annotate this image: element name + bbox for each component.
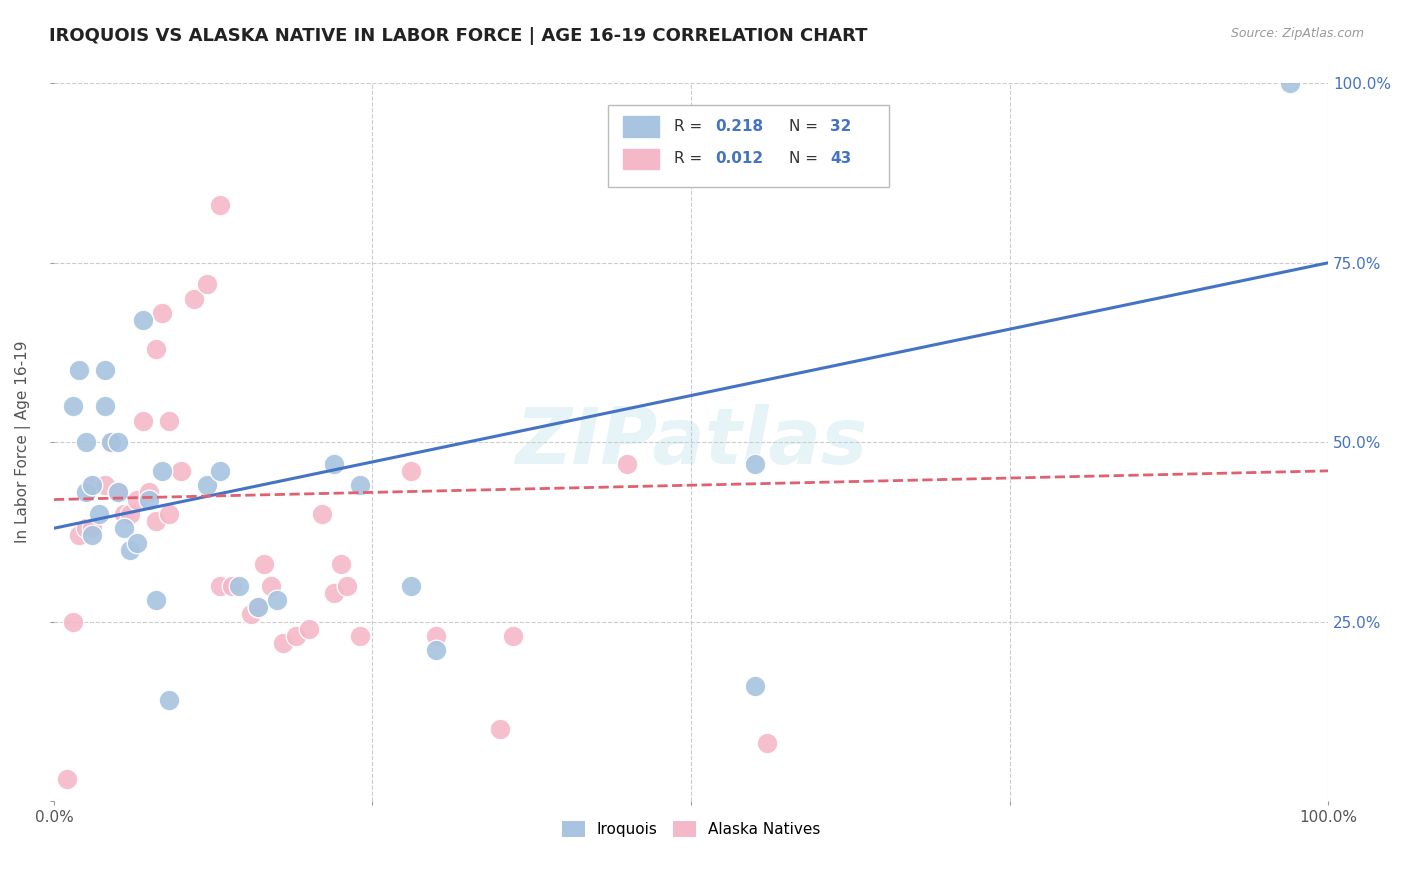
Point (271, 636, 294, 650)
Text: R =: R = (675, 152, 707, 166)
Y-axis label: In Labor Force | Age 16-19: In Labor Force | Age 16-19 (15, 341, 31, 543)
Point (616, 457, 638, 471)
Text: R =: R = (675, 119, 707, 134)
Text: ZIPatlas: ZIPatlas (515, 404, 868, 480)
Point (336, 579, 359, 593)
Point (67, 528, 90, 542)
Point (120, 507, 142, 521)
Point (266, 593, 288, 607)
Point (138, 485, 160, 500)
Point (112, 507, 135, 521)
Point (100, 435, 122, 450)
Point (240, 607, 263, 622)
Point (75, 485, 97, 500)
Point (132, 414, 155, 428)
Point (67, 363, 90, 377)
Point (150, 464, 173, 478)
Point (208, 579, 231, 593)
Point (100, 435, 122, 450)
Point (125, 492, 148, 507)
Text: Source: ZipAtlas.com: Source: ZipAtlas.com (1230, 27, 1364, 40)
Bar (623, 149, 659, 169)
Point (259, 579, 281, 593)
Point (94, 363, 117, 377)
Point (208, 464, 231, 478)
Point (323, 586, 346, 600)
Point (62, 399, 84, 413)
FancyBboxPatch shape (609, 105, 889, 187)
Text: N =: N = (789, 119, 823, 134)
Point (195, 277, 218, 292)
Point (349, 629, 371, 643)
Text: 32: 32 (830, 119, 851, 134)
Bar (623, 117, 659, 136)
Point (349, 478, 371, 492)
Point (246, 600, 269, 615)
Point (112, 521, 135, 535)
Point (145, 593, 167, 607)
Point (253, 557, 276, 571)
Point (87, 507, 110, 521)
Point (75, 521, 97, 535)
Point (425, 629, 447, 643)
Point (82, 478, 104, 492)
Point (756, 737, 779, 751)
Text: N =: N = (789, 152, 823, 166)
Point (285, 629, 308, 643)
Point (298, 622, 321, 636)
Point (425, 643, 447, 657)
Point (221, 579, 243, 593)
Point (82, 478, 104, 492)
Point (208, 198, 231, 212)
Point (94, 399, 117, 413)
Point (157, 414, 180, 428)
Point (107, 485, 129, 500)
Point (145, 514, 167, 528)
Point (329, 557, 352, 571)
Point (82, 521, 104, 535)
Point (170, 464, 193, 478)
Point (157, 507, 180, 521)
Point (157, 693, 180, 707)
Point (138, 492, 160, 507)
Point (107, 485, 129, 500)
Point (125, 535, 148, 549)
Point (94, 478, 117, 492)
Point (183, 292, 205, 306)
Point (246, 600, 269, 615)
Point (55, 772, 77, 787)
Text: 0.012: 0.012 (716, 152, 763, 166)
Point (228, 579, 250, 593)
Text: 0.218: 0.218 (716, 119, 763, 134)
Point (323, 457, 346, 471)
Point (195, 478, 218, 492)
Text: IROQUOIS VS ALASKA NATIVE IN LABOR FORCE | AGE 16-19 CORRELATION CHART: IROQUOIS VS ALASKA NATIVE IN LABOR FORCE… (49, 27, 868, 45)
Point (75, 435, 97, 450)
Point (489, 722, 512, 736)
Point (82, 528, 104, 542)
Point (399, 464, 422, 478)
Point (150, 306, 173, 320)
Point (399, 579, 422, 593)
Point (744, 679, 766, 693)
Point (502, 629, 524, 643)
Point (120, 542, 142, 557)
Point (107, 435, 129, 450)
Point (132, 313, 155, 327)
Point (62, 615, 84, 629)
Point (1278, 77, 1301, 91)
Point (744, 457, 766, 471)
Text: 43: 43 (830, 152, 851, 166)
Legend: Iroquois, Alaska Natives: Iroquois, Alaska Natives (555, 815, 827, 844)
Point (145, 342, 167, 356)
Point (311, 507, 333, 521)
